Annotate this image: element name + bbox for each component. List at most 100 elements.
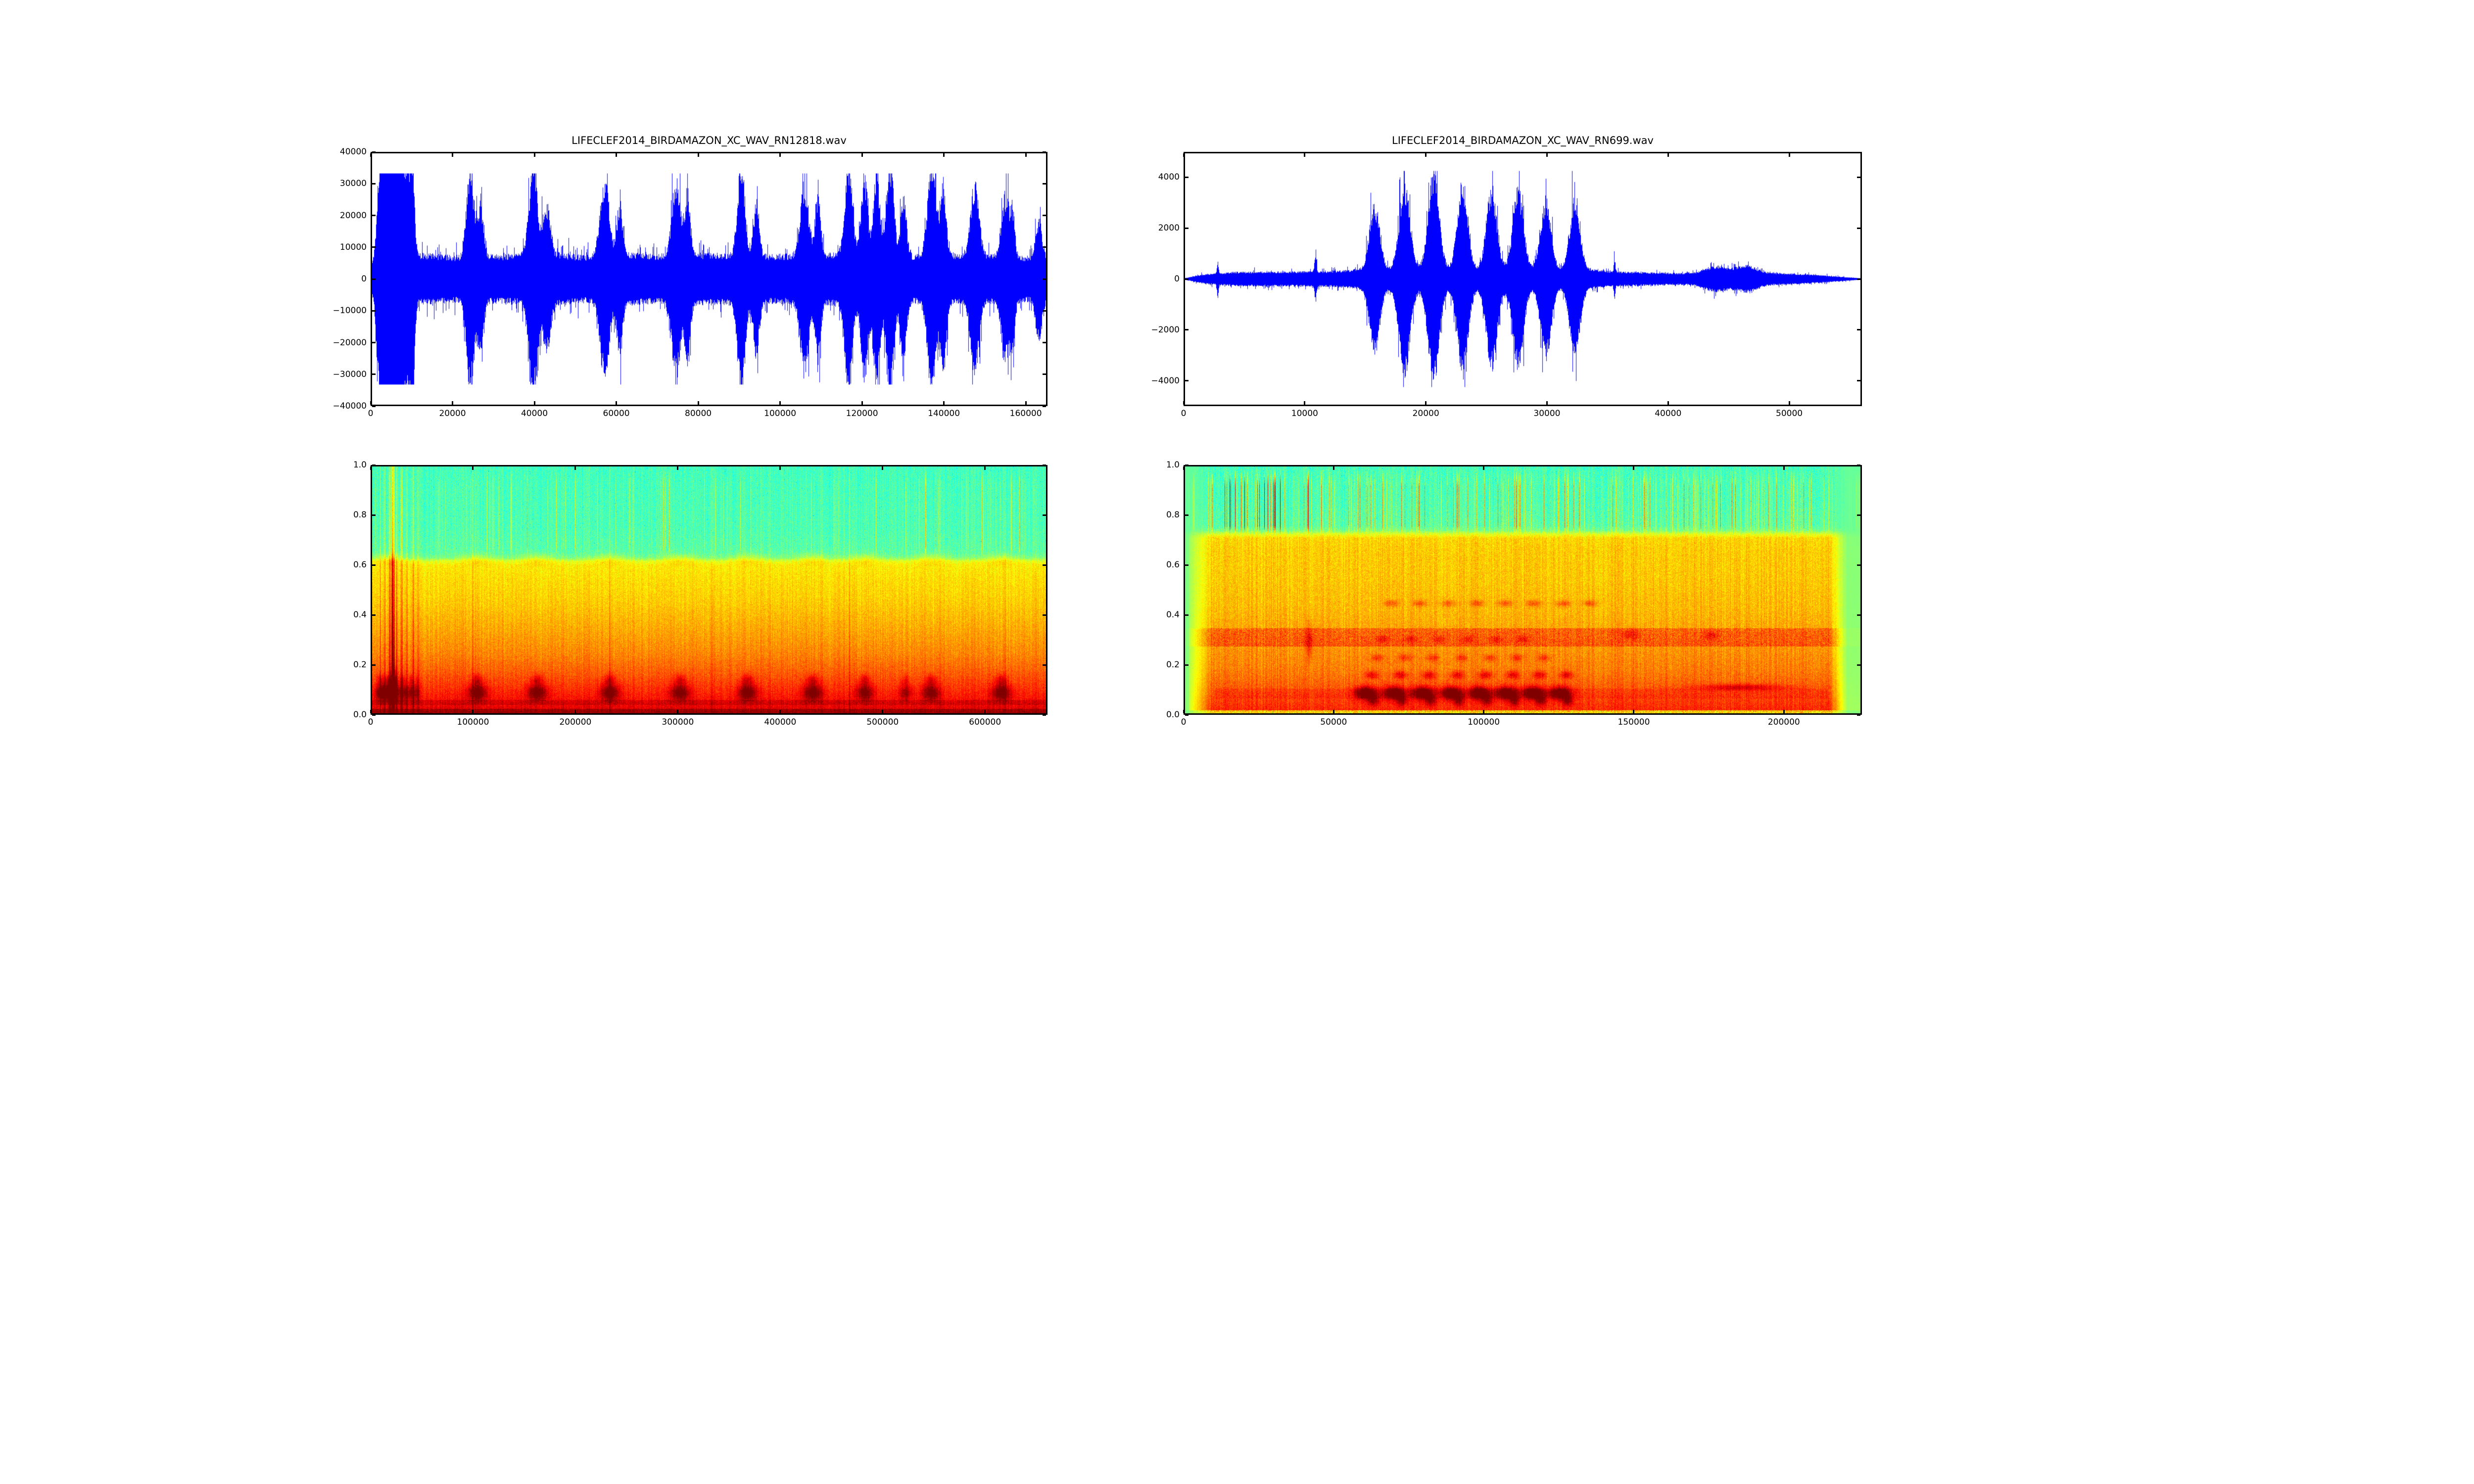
y-tick-mark — [1043, 151, 1046, 153]
y-tick-mark — [1857, 614, 1860, 616]
x-tick-label: 10000 — [1291, 409, 1318, 418]
y-tick-mark — [1043, 614, 1046, 616]
y-tick-mark — [1043, 564, 1046, 566]
y-tick-mark — [372, 514, 376, 516]
y-tick-mark — [1185, 514, 1189, 516]
x-tick-label: 200000 — [1767, 717, 1800, 727]
x-tick-mark — [1483, 466, 1485, 470]
x-tick-label: 80000 — [685, 409, 712, 418]
y-tick-label: 20000 — [339, 210, 367, 221]
x-tick-mark — [1667, 401, 1669, 405]
x-tick-mark — [677, 710, 679, 713]
x-tick-mark — [370, 710, 372, 713]
x-tick-mark — [1633, 710, 1635, 713]
y-tick-label: 10000 — [339, 242, 367, 252]
y-tick-mark — [1185, 278, 1189, 280]
y-tick-label: 40000 — [339, 147, 367, 157]
y-tick-mark — [372, 278, 376, 280]
y-tick-label: 1.0 — [1166, 460, 1180, 470]
x-tick-label: 40000 — [521, 409, 548, 418]
y-tick-mark — [1857, 227, 1860, 229]
x-tick-mark — [574, 710, 576, 713]
y-tick-mark — [372, 246, 376, 248]
y-tick-mark — [1185, 464, 1189, 466]
x-tick-label: 120000 — [846, 409, 878, 418]
y-tick-mark — [1185, 664, 1189, 666]
y-tick-mark — [1857, 514, 1860, 516]
x-tick-mark — [1546, 401, 1548, 405]
y-tick-label: 30000 — [339, 179, 367, 189]
x-tick-mark — [779, 401, 781, 405]
y-tick-label: −2000 — [1151, 325, 1180, 335]
x-tick-label: 100000 — [1468, 717, 1500, 727]
x-tick-label: 160000 — [1009, 409, 1042, 418]
x-tick-mark — [1183, 710, 1185, 713]
y-tick-mark — [1043, 342, 1046, 343]
y-tick-label: 0 — [361, 274, 367, 284]
y-tick-mark — [1185, 176, 1189, 178]
y-tick-label: −20000 — [333, 337, 367, 348]
y-tick-mark — [1857, 380, 1860, 382]
y-tick-mark — [1043, 464, 1046, 466]
x-tick-label: 0 — [1181, 717, 1187, 727]
x-tick-mark — [1667, 153, 1669, 157]
x-tick-mark — [533, 153, 535, 157]
x-tick-mark — [779, 466, 781, 470]
x-tick-mark — [616, 153, 618, 157]
x-tick-mark — [697, 153, 699, 157]
x-tick-mark — [1783, 466, 1785, 470]
y-tick-label: 0.4 — [1166, 610, 1180, 620]
y-tick-label: 0.4 — [353, 610, 367, 620]
waveform-rn699-canvas — [1185, 153, 1860, 405]
y-tick-mark — [1043, 215, 1046, 216]
x-tick-mark — [1332, 710, 1334, 713]
y-tick-mark — [1857, 176, 1860, 178]
x-tick-mark — [984, 466, 986, 470]
y-tick-mark — [1043, 714, 1046, 716]
y-tick-mark — [1185, 227, 1189, 229]
x-tick-mark — [1025, 153, 1027, 157]
x-tick-mark — [452, 401, 454, 405]
y-tick-label: −40000 — [333, 401, 367, 411]
y-tick-mark — [1185, 380, 1189, 382]
x-tick-mark — [984, 710, 986, 713]
waveform-plot-rn699 — [1184, 152, 1862, 406]
x-tick-mark — [1304, 153, 1306, 157]
y-tick-mark — [372, 183, 376, 185]
waveform-plot-rn12818 — [371, 152, 1047, 406]
y-tick-mark — [1857, 464, 1860, 466]
x-tick-mark — [1304, 401, 1306, 405]
x-tick-mark — [1788, 401, 1790, 405]
y-tick-mark — [372, 373, 376, 375]
x-tick-mark — [943, 153, 945, 157]
y-tick-mark — [1857, 278, 1860, 280]
y-tick-mark — [372, 310, 376, 312]
x-tick-mark — [1783, 710, 1785, 713]
y-tick-label: 0.2 — [353, 660, 367, 670]
y-tick-label: 0.2 — [1166, 660, 1180, 670]
x-tick-label: 100000 — [764, 409, 797, 418]
x-tick-mark — [1025, 401, 1027, 405]
x-tick-mark — [1788, 153, 1790, 157]
x-tick-mark — [677, 466, 679, 470]
x-tick-mark — [370, 401, 372, 405]
plot-title-rn12818: LIFECLEF2014_BIRDAMAZON_XC_WAV_RN12818.w… — [571, 135, 847, 146]
spectrogram-rn12818-canvas — [372, 466, 1046, 713]
waveform-rn12818-canvas — [372, 153, 1046, 405]
y-tick-mark — [1857, 564, 1860, 566]
y-tick-mark — [1857, 664, 1860, 666]
x-tick-label: 50000 — [1320, 717, 1347, 727]
x-tick-label: 100000 — [457, 717, 489, 727]
y-tick-label: −30000 — [333, 369, 367, 379]
x-tick-label: 400000 — [764, 717, 797, 727]
y-tick-mark — [372, 714, 376, 716]
x-tick-mark — [882, 466, 884, 470]
y-tick-mark — [1185, 564, 1189, 566]
y-tick-mark — [1043, 310, 1046, 312]
y-tick-label: 0.0 — [353, 710, 367, 720]
y-tick-mark — [372, 464, 376, 466]
x-tick-mark — [943, 401, 945, 405]
y-tick-mark — [1043, 183, 1046, 185]
x-tick-mark — [1332, 466, 1334, 470]
x-tick-label: 30000 — [1533, 409, 1561, 418]
